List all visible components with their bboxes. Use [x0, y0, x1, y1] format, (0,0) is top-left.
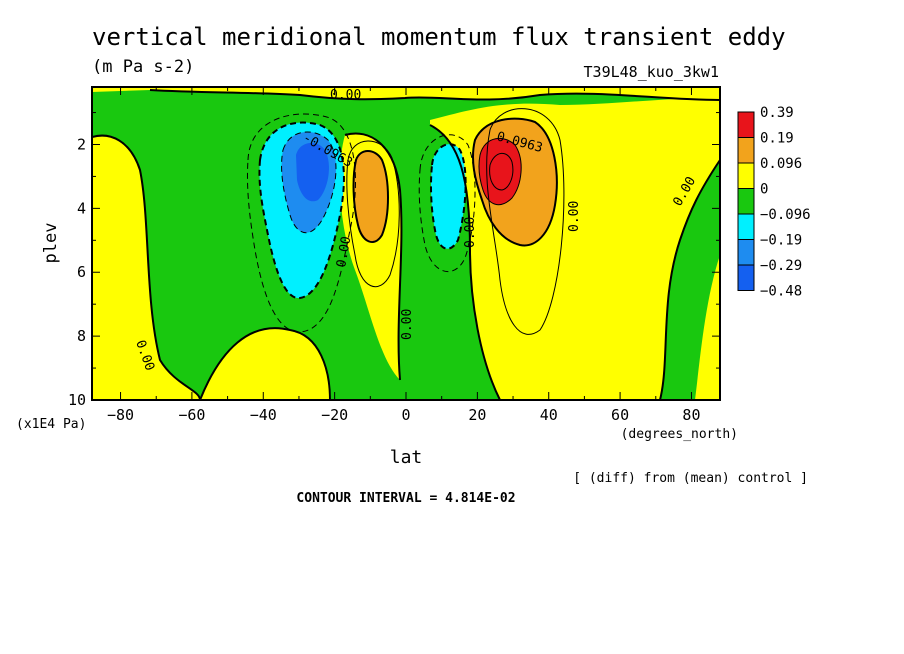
contour-neg-south-1 — [246, 113, 356, 333]
x-axis-units: (degrees_north) — [621, 427, 738, 442]
field-region-positive-west — [92, 135, 200, 400]
colorbar-swatch — [737, 213, 755, 240]
contour-label: 0.00 — [463, 217, 478, 248]
contour-pos-north-4 — [489, 152, 514, 191]
chart-units: (m Pa s-2) — [92, 57, 194, 77]
y-tick-label: 10 — [68, 391, 86, 409]
colorbar-swatch — [737, 137, 755, 164]
contour-lines — [92, 89, 720, 400]
y-tick-label: 2 — [77, 135, 86, 153]
contour-neg-south-2 — [258, 121, 345, 300]
contour-zero-south — [199, 327, 331, 400]
contour-neg-south-3 — [281, 131, 337, 233]
contour-zero-top — [149, 89, 720, 101]
colorbar-swatch — [737, 188, 755, 215]
x-tick-label: 0 — [401, 406, 410, 424]
y-axis-label: plev — [41, 223, 61, 264]
y-tick-label: 6 — [77, 263, 86, 281]
colorbar-swatch — [737, 239, 755, 266]
plot-area: 0.00 0.00 0.00 0.00 0.00 0.00 0.00 -0.09… — [91, 86, 721, 401]
field-region-negative-north — [431, 144, 466, 249]
chart-title: vertical meridional momentum flux transi… — [92, 23, 786, 51]
x-axis-ticks: −80 −60 −40 −20 0 20 40 60 80 — [107, 87, 700, 424]
contour-neg-north-2 — [430, 143, 467, 250]
contour-label: 0.00 — [567, 201, 582, 232]
colorbar-label: 0.096 — [760, 156, 802, 172]
colorbar-label: 0.19 — [760, 131, 794, 147]
contour-zero-south-mid — [344, 132, 403, 381]
y-tick-label: 8 — [77, 327, 86, 345]
contour-label: 0.00 — [334, 235, 354, 268]
contour-zero-west — [92, 134, 201, 400]
field-region-positive-edge — [92, 370, 128, 400]
x-tick-label: 80 — [682, 406, 700, 424]
colorbar-label: −0.29 — [760, 258, 802, 274]
contour-interval: CONTOUR INTERVAL = 4.814E-02 — [296, 491, 515, 506]
x-tick-label: −60 — [178, 406, 205, 424]
field-region-positive-cell-north-core — [479, 138, 522, 205]
run-label: T39L48_kuo_3kw1 — [584, 63, 719, 81]
colorbar-swatch — [737, 264, 755, 291]
contour-pos-north-3 — [478, 137, 522, 206]
contour-label: 0.00 — [400, 309, 415, 340]
diff-note: [ (diff) from (mean) control ] — [573, 471, 808, 486]
contour-pos-north-2 — [472, 117, 558, 247]
y-axis-units: (x1E4 Pa) — [16, 417, 86, 432]
x-tick-label: −40 — [250, 406, 277, 424]
x-axis-label: lat — [390, 447, 423, 468]
contour-label: 0.00 — [330, 88, 361, 103]
x-tick-label: −80 — [107, 406, 134, 424]
colorbar-label: −0.096 — [760, 207, 811, 223]
contour-zero-east — [659, 159, 720, 400]
x-tick-label: 60 — [611, 406, 629, 424]
colorbar: 0.39 0.19 0.096 0 −0.096 −0.19 −0.29 −0.48 — [737, 105, 811, 300]
field-region-positive-east-tail — [695, 255, 720, 400]
contour-neg-north-1 — [418, 134, 476, 273]
y-axis-ticks: 2 4 6 8 10 — [68, 112, 720, 409]
field-region-positive-cell-south — [353, 151, 388, 243]
field-region-negative-south-peak — [296, 143, 329, 202]
x-tick-label: −20 — [321, 406, 348, 424]
contour-pos-north-1 — [486, 108, 565, 335]
x-tick-label: 20 — [468, 406, 486, 424]
contour-zero-north-mid — [429, 124, 501, 400]
colorbar-label: −0.19 — [760, 233, 802, 249]
colorbar-swatch — [737, 162, 755, 189]
x-tick-label: 40 — [540, 406, 558, 424]
colorbar-label: −0.48 — [760, 284, 802, 300]
y-tick-label: 4 — [77, 199, 86, 217]
field-region-positive-south — [200, 328, 330, 400]
contour-pos-south-2 — [352, 150, 389, 244]
colorbar-swatch — [737, 111, 755, 138]
contour-pos-south-1 — [346, 140, 400, 287]
colorbar-label: 0 — [760, 182, 768, 198]
colorbar-label: 0.39 — [760, 105, 794, 121]
